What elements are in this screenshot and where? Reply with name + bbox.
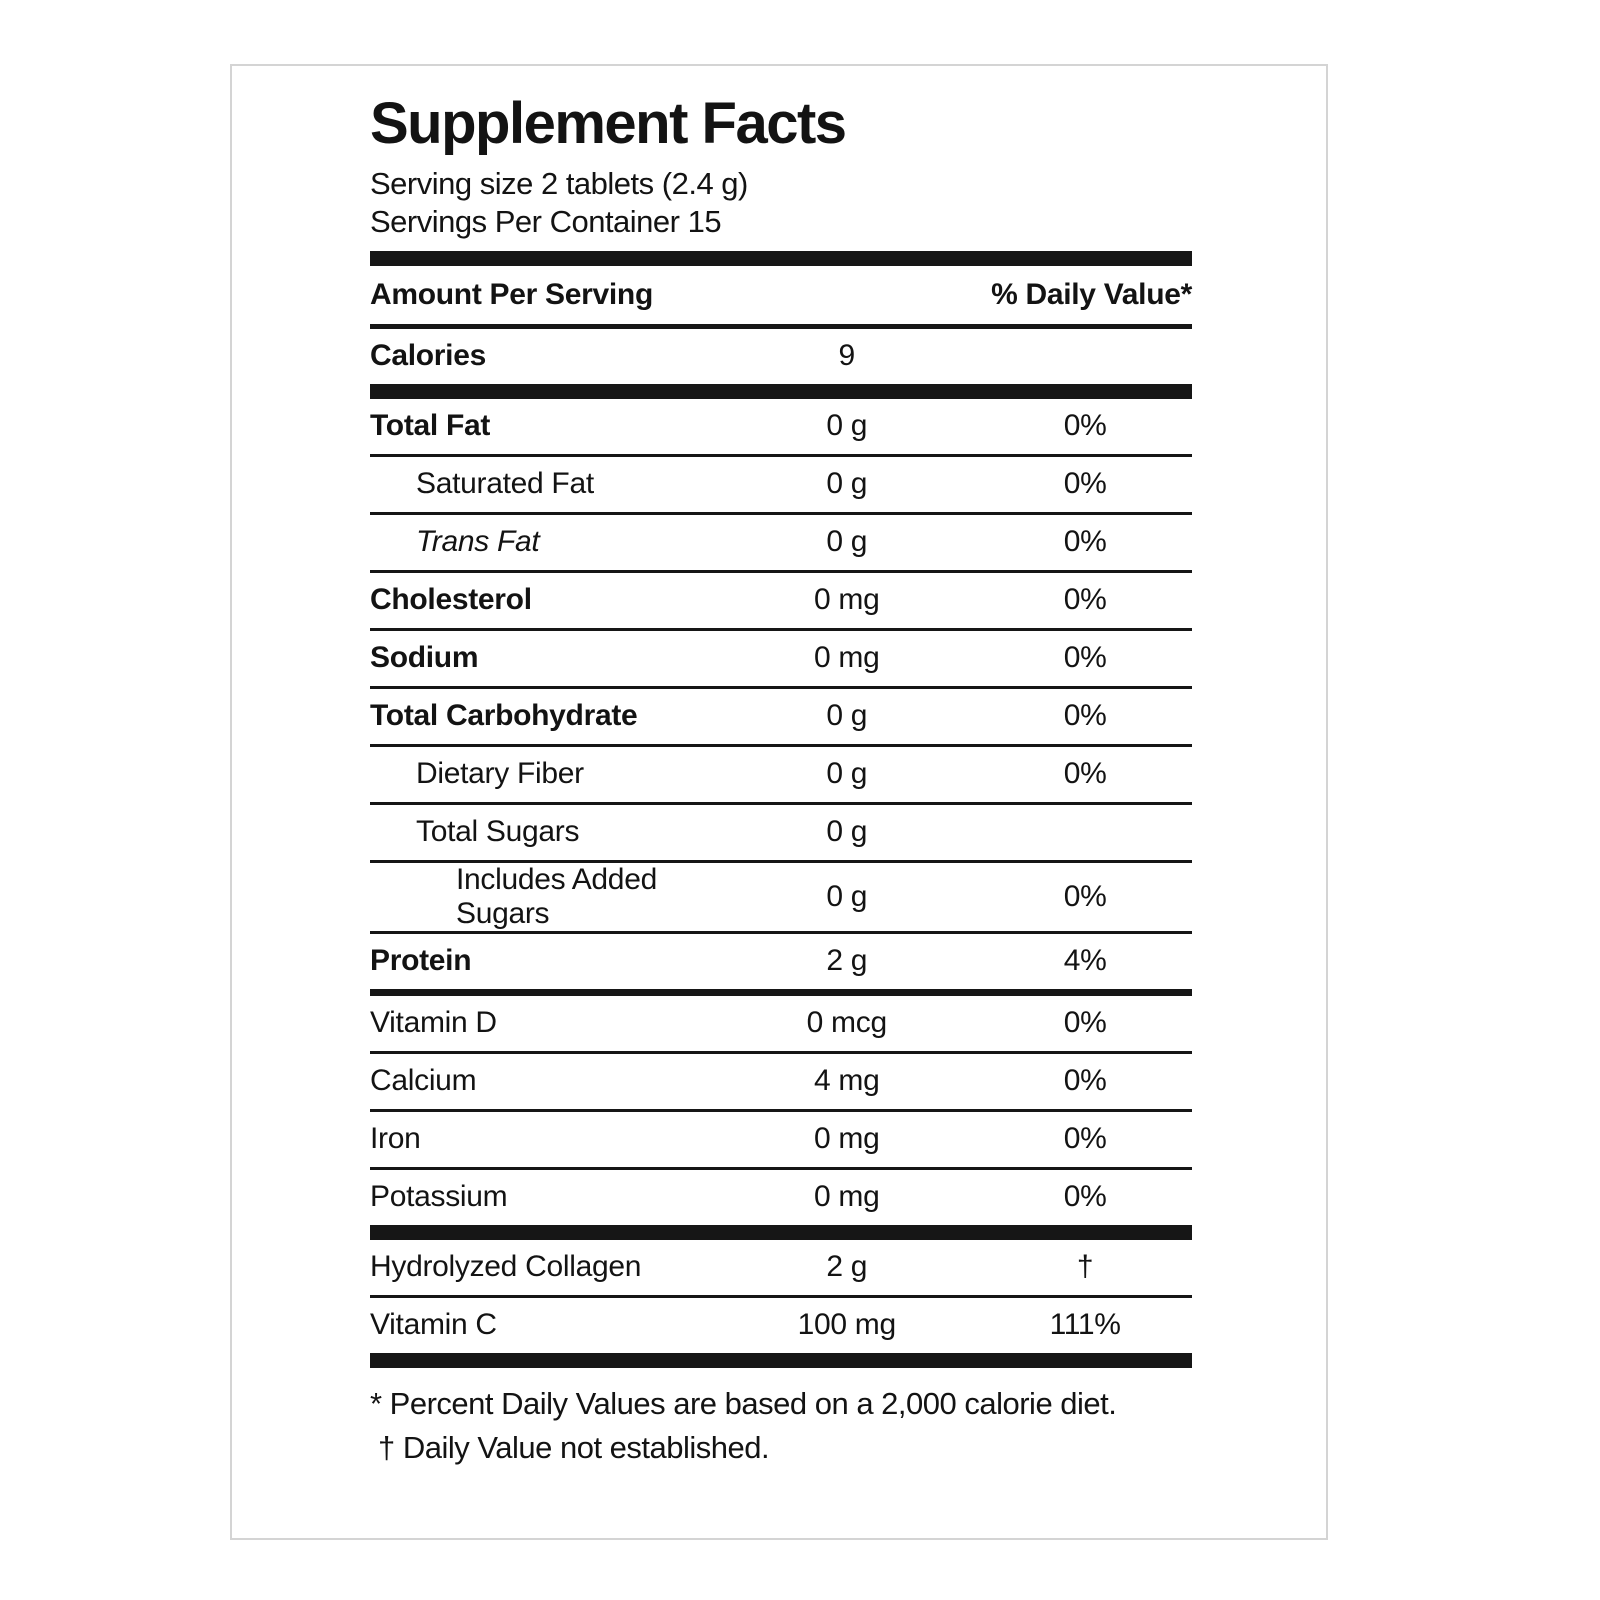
nutrient-amount: 0 mg	[814, 1122, 880, 1156]
nutrient-row: Cholesterol 0 mg 0%	[370, 573, 1192, 628]
nutrient-name: Protein	[370, 944, 472, 978]
serving-size-text: Serving size 2 tablets (2.4 g)	[370, 165, 748, 201]
calories-label: Calories	[370, 339, 486, 373]
nutrient-row: Saturated Fat 0 g 0%	[370, 457, 1192, 512]
nutrient-daily-value: 0%	[1063, 879, 1107, 913]
nutrient-daily-value: 0%	[1063, 1006, 1107, 1040]
nutrient-name: Includes Added Sugars	[456, 862, 657, 930]
nutrient-amount: 4 mg	[814, 1064, 880, 1098]
nutrient-row: Sodium 0 mg 0%	[370, 631, 1192, 686]
nutrient-daily-value: 4%	[1063, 944, 1107, 978]
nutrient-amount: 0 mg	[814, 1180, 880, 1214]
nutrient-amount: 2 g	[826, 944, 868, 978]
footnote-daily-values: * Percent Daily Values are based on a 2,…	[370, 1385, 1117, 1421]
nutrient-row: Vitamin D 0 mcg 0%	[370, 996, 1192, 1051]
nutrient-daily-value: 0%	[1063, 467, 1107, 501]
nutrient-row: Potassium 0 mg 0%	[370, 1170, 1192, 1225]
nutrient-row: Protein 2 g 4%	[370, 934, 1192, 989]
row-separator	[370, 1352, 1192, 1368]
nutrient-amount: 0 g	[826, 879, 868, 913]
nutrient-daily-value: 0%	[1063, 525, 1107, 559]
nutrient-amount: 100 mg	[797, 1308, 897, 1342]
nutrient-daily-value: 0%	[1063, 1064, 1107, 1098]
column-header-row: Amount Per Serving % Daily Value*	[370, 266, 1192, 324]
nutrient-row: Includes Added Sugars 0 g 0%	[370, 863, 1192, 931]
divider-top-thick	[370, 250, 1192, 266]
calories-value: 9	[838, 339, 856, 373]
nutrient-name: Iron	[370, 1122, 421, 1156]
nutrient-name: Saturated Fat	[416, 467, 594, 501]
footnote-daily-value-not-established: † Daily Value not established.	[378, 1430, 770, 1466]
nutrient-name: Dietary Fiber	[416, 757, 584, 791]
calories-row: Calories 9	[370, 329, 1192, 384]
row-separator	[370, 859, 1192, 863]
nutrient-amount: 0 mg	[814, 641, 880, 675]
nutrient-row: Total Carbohydrate 0 g 0%	[370, 689, 1192, 744]
nutrient-row: Dietary Fiber 0 g 0%	[370, 747, 1192, 802]
nutrient-daily-value: 0%	[1063, 641, 1107, 675]
row-separator	[370, 988, 1192, 996]
row-separator	[370, 1294, 1192, 1298]
nutrient-amount: 0 g	[826, 467, 868, 501]
row-separator	[370, 1108, 1192, 1112]
row-separator	[370, 930, 1192, 934]
supplement-facts-label: Supplement Facts Serving size 2 tablets …	[370, 91, 1192, 1472]
divider-under-calories	[370, 383, 1192, 399]
nutrient-daily-value: 0%	[1063, 1122, 1107, 1156]
nutrient-amount: 0 g	[826, 815, 868, 849]
nutrient-row: Total Fat 0 g 0%	[370, 399, 1192, 454]
row-separator	[370, 1050, 1192, 1054]
nutrient-daily-value: 0%	[1063, 757, 1107, 791]
nutrient-amount: 0 g	[826, 757, 868, 791]
row-separator	[370, 453, 1192, 457]
nutrient-name: Vitamin C	[370, 1308, 497, 1342]
servings-per-container-text: Servings Per Container 15	[370, 203, 722, 239]
nutrient-row: Calcium 4 mg 0%	[370, 1054, 1192, 1109]
nutrient-daily-value: 0%	[1063, 583, 1107, 617]
row-separator	[370, 685, 1192, 689]
nutrient-amount: 2 g	[826, 1250, 868, 1284]
daily-value-header: % Daily Value*	[991, 277, 1192, 311]
nutrient-amount: 0 mcg	[806, 1006, 888, 1040]
nutrient-daily-value: 111%	[1049, 1308, 1121, 1342]
row-separator	[370, 743, 1192, 747]
nutrient-name: Total Carbohydrate	[370, 699, 638, 733]
row-separator	[370, 569, 1192, 573]
nutrient-name: Trans Fat	[416, 525, 540, 559]
divider-under-header	[370, 323, 1192, 329]
nutrient-name: Sodium	[370, 641, 479, 675]
nutrient-row: Vitamin C 100 mg 111%	[370, 1298, 1192, 1353]
nutrient-row: Hydrolyzed Collagen 2 g †	[370, 1240, 1192, 1295]
nutrient-name: Total Sugars	[416, 815, 580, 849]
nutrient-amount: 0 g	[826, 525, 868, 559]
nutrient-daily-value: 0%	[1063, 1180, 1107, 1214]
row-separator	[370, 1166, 1192, 1170]
nutrient-name: Hydrolyzed Collagen	[370, 1250, 642, 1284]
label-panel: Supplement Facts Serving size 2 tablets …	[230, 64, 1328, 1540]
nutrient-amount: 0 g	[826, 409, 868, 443]
nutrient-row: Iron 0 mg 0%	[370, 1112, 1192, 1167]
nutrient-daily-value: 0%	[1063, 699, 1107, 733]
row-separator	[370, 1224, 1192, 1240]
nutrient-row: Trans Fat 0 g 0%	[370, 515, 1192, 570]
row-separator	[370, 511, 1192, 515]
nutrient-row: Total Sugars 0 g	[370, 805, 1192, 860]
amount-per-serving-header: Amount Per Serving	[370, 277, 653, 311]
nutrient-name: Vitamin D	[370, 1006, 497, 1040]
nutrient-daily-value: 0%	[1063, 409, 1107, 443]
nutrient-amount: 0 mg	[814, 583, 880, 617]
nutrient-name: Total Fat	[370, 409, 491, 443]
label-title: Supplement Facts	[370, 91, 847, 156]
nutrient-rows: Total Fat 0 g 0% Saturated Fat 0 g 0% Trans Fa…	[370, 399, 1192, 1368]
nutrient-daily-value: †	[1076, 1250, 1094, 1284]
row-separator	[370, 801, 1192, 805]
nutrient-name: Cholesterol	[370, 583, 532, 617]
nutrient-name: Calcium	[370, 1064, 477, 1098]
row-separator	[370, 627, 1192, 631]
nutrient-amount: 0 g	[826, 699, 868, 733]
footnotes: * Percent Daily Values are based on a 2,…	[370, 1382, 1192, 1472]
nutrient-name: Potassium	[370, 1180, 508, 1214]
